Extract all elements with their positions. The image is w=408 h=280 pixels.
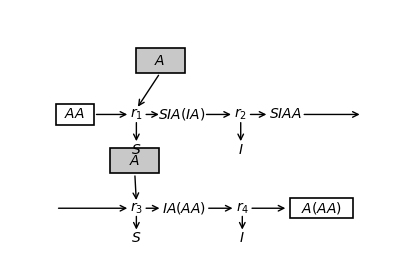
Text: $SIA(IA)$: $SIA(IA)$ [158,106,206,122]
Text: $\mathit{A}$: $\mathit{A}$ [155,53,166,67]
Text: $I$: $I$ [238,143,244,157]
Text: $r_4$: $r_4$ [236,200,249,216]
Text: $S$: $S$ [131,231,142,245]
Text: $r_1$: $r_1$ [130,107,143,122]
Text: $r_3$: $r_3$ [130,200,143,216]
Text: $I$: $I$ [239,231,245,245]
Text: $SIAA$: $SIAA$ [268,108,302,122]
FancyBboxPatch shape [135,48,184,73]
FancyBboxPatch shape [290,198,353,218]
Text: $\mathit{A}$: $\mathit{A}$ [129,154,140,168]
FancyBboxPatch shape [56,104,94,125]
FancyBboxPatch shape [110,148,159,173]
Text: $S$: $S$ [131,143,142,157]
Text: $r_2$: $r_2$ [234,107,247,122]
Text: $\mathit{A(AA)}$: $\mathit{A(AA)}$ [301,200,342,216]
Text: $IA(AA)$: $IA(AA)$ [162,200,206,216]
Text: $\mathit{AA}$: $\mathit{AA}$ [64,108,85,122]
